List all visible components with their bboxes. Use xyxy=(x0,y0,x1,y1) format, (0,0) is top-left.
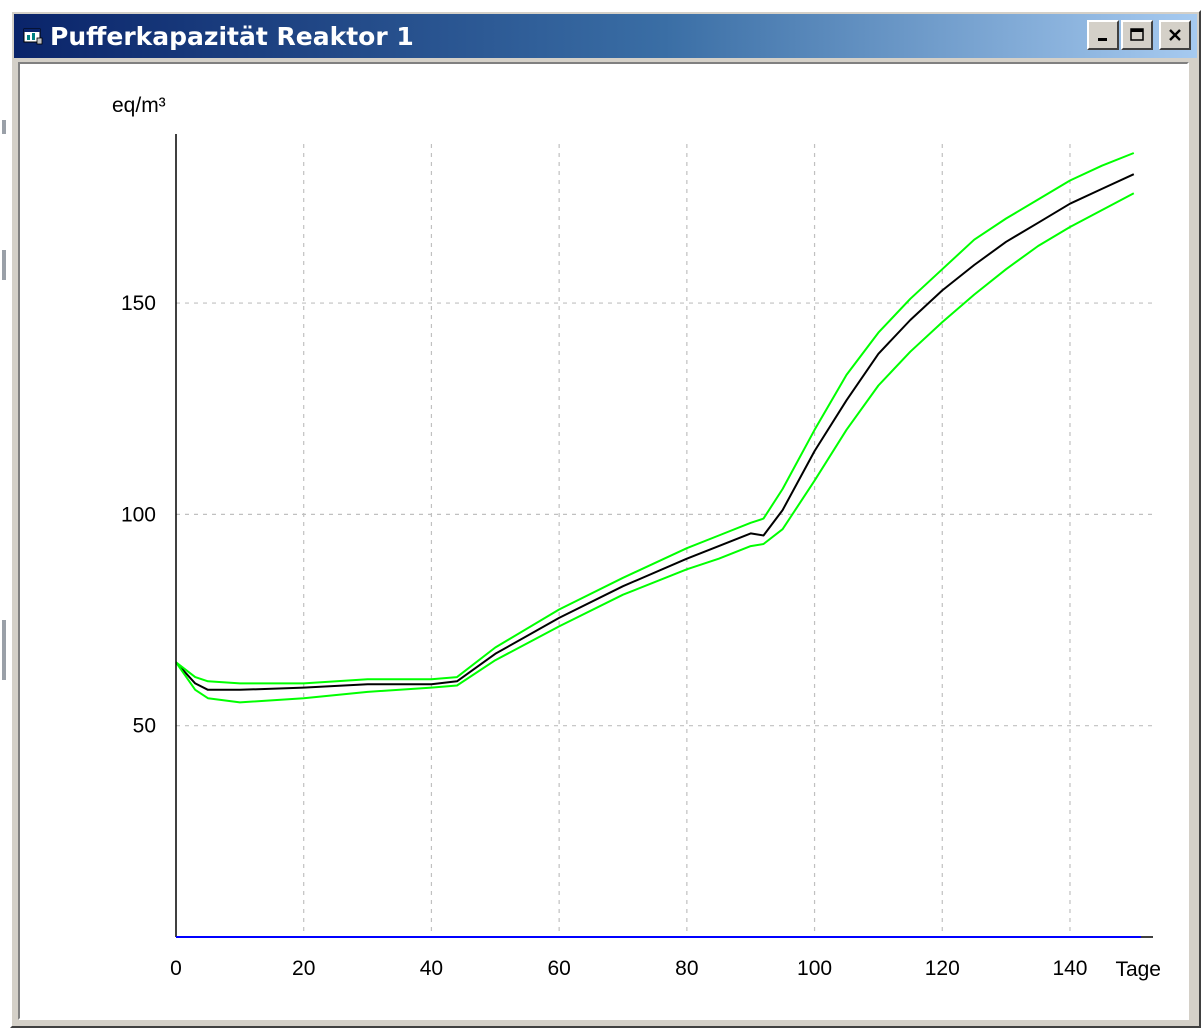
y-tick-label-50: 50 xyxy=(133,715,156,738)
maximize-button[interactable] xyxy=(1121,20,1153,50)
x-axis-label: Tage xyxy=(1115,958,1161,981)
series-line-3 xyxy=(175,192,1135,704)
desktop-background-left xyxy=(0,0,10,1028)
close-button[interactable] xyxy=(1159,20,1191,50)
x-tick-label-140: 140 xyxy=(1052,957,1087,980)
minimize-button[interactable] xyxy=(1087,20,1119,50)
x-tick-label-120: 120 xyxy=(925,957,960,980)
y-tick-label-150: 150 xyxy=(121,292,156,315)
x-tick-label-60: 60 xyxy=(547,957,570,980)
x-tick-label-0: 0 xyxy=(170,957,182,980)
chart-area: 0 20 40 60 80 100 120 140 50 100 150 eq/m³ Tage xyxy=(18,62,1189,1020)
desktop-background xyxy=(0,0,1201,10)
chart-window[interactable]: Pufferkapazität Reaktor 1 0 20 40 60 80 100 12… xyxy=(10,10,1201,1028)
y-tick-label-100: 100 xyxy=(121,503,156,526)
x-tick-label-80: 80 xyxy=(675,957,698,980)
maximize-icon xyxy=(1130,28,1144,41)
minimize-icon xyxy=(1098,38,1107,41)
chart-window-icon[interactable] xyxy=(22,25,44,47)
series-line-1 xyxy=(175,173,1135,691)
y-axis-label: eq/m³ xyxy=(112,94,166,117)
x-tick-label-100: 100 xyxy=(797,957,832,980)
buffer-capacity-chart: 0 20 40 60 80 100 120 140 50 100 150 eq/m³ Tage xyxy=(112,94,1161,981)
series-line-2 xyxy=(175,152,1135,685)
close-icon xyxy=(1169,29,1181,41)
window-title: Pufferkapazität Reaktor 1 xyxy=(50,21,414,51)
title-bar[interactable]: Pufferkapazität Reaktor 1 xyxy=(14,14,1197,58)
x-tick-label-20: 20 xyxy=(292,957,315,980)
x-tick-label-40: 40 xyxy=(420,957,443,980)
